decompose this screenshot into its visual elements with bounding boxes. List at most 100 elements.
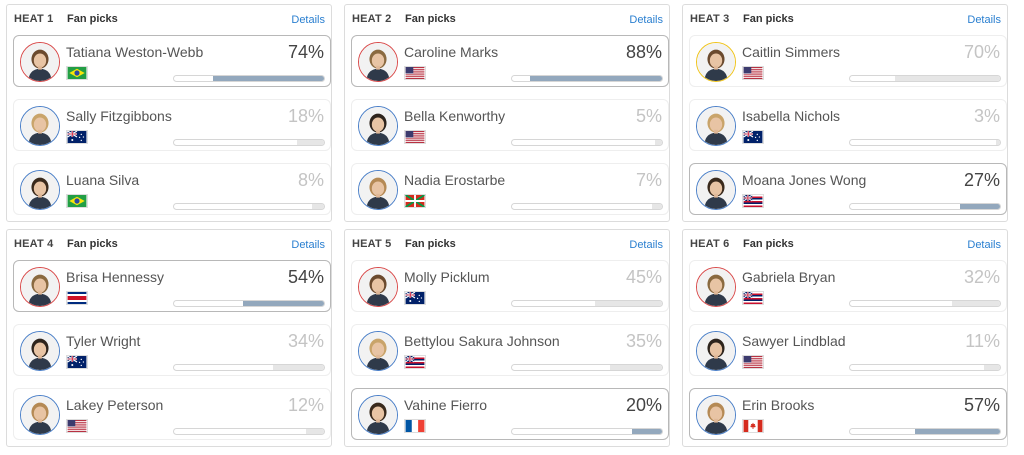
pick-progress-fill (297, 140, 324, 145)
pick-percentage: 57% (963, 395, 1000, 415)
surfer-avatar (20, 42, 60, 82)
details-link[interactable]: Details (967, 14, 1001, 26)
surfer-pick-option[interactable]: Sally Fitzgibbons 18% (13, 99, 331, 151)
pick-percentage: 12% (287, 395, 324, 415)
pick-progress-bar (849, 300, 1001, 307)
details-link[interactable]: Details (629, 14, 663, 26)
surfer-pick-option[interactable]: Gabriela Bryan 32% (689, 260, 1007, 312)
surfer-pick-option[interactable]: Brisa Hennessy 54% (13, 260, 331, 312)
pick-progress-bar (511, 139, 663, 146)
surfer-name: Vahine Fierro (404, 397, 488, 413)
surfer-pick-option[interactable]: Sawyer Lindblad 11% (689, 324, 1007, 376)
surfer-avatar (358, 106, 398, 146)
australia-flag-icon (66, 130, 88, 144)
france-flag-icon (404, 419, 426, 433)
surfer-pick-option[interactable]: Caitlin Simmers 70% (689, 35, 1007, 87)
hawaii-flag-icon (742, 291, 764, 305)
pick-percentage: 32% (963, 267, 1000, 287)
heat-card: HEAT 6 Fan picks Details Gabriela Bryan 32% S… (682, 229, 1008, 447)
surfer-avatar (696, 395, 736, 435)
pick-progress-bar (849, 139, 1001, 146)
surfer-pick-option[interactable]: Moana Jones Wong 27% (689, 163, 1007, 215)
surfer-avatar (20, 395, 60, 435)
surfer-pick-option[interactable]: Isabella Nichols 3% (689, 99, 1007, 151)
heat-card: HEAT 2 Fan picks Details Caroline Marks 88% B… (344, 4, 670, 222)
surfer-name: Moana Jones Wong (742, 172, 867, 188)
pick-progress-bar (849, 203, 1001, 210)
pick-progress-fill (594, 301, 662, 306)
pick-progress-fill (609, 365, 662, 370)
usa-flag-icon (742, 66, 764, 80)
surfer-name: Gabriela Bryan (742, 269, 836, 285)
surfer-name: Brisa Hennessy (66, 269, 165, 285)
pick-progress-bar (173, 364, 325, 371)
pick-progress-bar (173, 75, 325, 82)
pick-progress-fill (952, 301, 1000, 306)
pick-percentage: 11% (965, 331, 1000, 351)
pick-percentage: 3% (973, 106, 1000, 126)
surfer-pick-option[interactable]: Luana Silva 8% (13, 163, 331, 215)
pick-percentage: 20% (625, 395, 662, 415)
pick-percentage: 34% (287, 331, 324, 351)
heat-card: HEAT 5 Fan picks Details Molly Picklum 45% Be… (344, 229, 670, 447)
heats-grid: HEAT 1 Fan picks Details Tatiana Weston-Web… (6, 4, 1016, 448)
surfer-avatar (696, 42, 736, 82)
heat-header: HEAT 1 Fan picks Details (14, 13, 325, 29)
surfer-pick-option[interactable]: Erin Brooks 57% (689, 388, 1007, 440)
heat-card: HEAT 1 Fan picks Details Tatiana Weston-Web… (6, 4, 332, 222)
surfer-name: Lakey Peterson (66, 397, 164, 413)
pick-progress-fill (995, 140, 1000, 145)
heat-header: HEAT 4 Fan picks Details (14, 238, 325, 254)
hawaii-flag-icon (742, 194, 764, 208)
pick-progress-bar (511, 75, 663, 82)
surfer-name: Tatiana Weston-Webb (66, 44, 204, 60)
details-link[interactable]: Details (291, 14, 325, 26)
surfer-name: Molly Picklum (404, 269, 490, 285)
fan-picks-label: Fan picks (743, 13, 794, 25)
heat-label: HEAT 5 (352, 238, 392, 250)
pick-percentage: 18% (287, 106, 324, 126)
surfer-pick-option[interactable]: Tatiana Weston-Webb 74% (13, 35, 331, 87)
surfer-pick-option[interactable]: Caroline Marks 88% (351, 35, 669, 87)
pick-progress-bar (511, 300, 663, 307)
surfer-name: Isabella Nichols (742, 108, 841, 124)
details-link[interactable]: Details (967, 239, 1001, 251)
heat-label: HEAT 6 (690, 238, 730, 250)
usa-flag-icon (404, 130, 426, 144)
heat-label: HEAT 3 (690, 13, 730, 25)
details-link[interactable]: Details (291, 239, 325, 251)
surfer-pick-option[interactable]: Lakey Peterson 12% (13, 388, 331, 440)
pick-percentage: 45% (625, 267, 662, 287)
surfer-avatar (20, 267, 60, 307)
heat-card: HEAT 4 Fan picks Details Brisa Hennessy 54% T… (6, 229, 332, 447)
costa-rica-flag-icon (66, 291, 88, 305)
pick-progress-fill (651, 204, 662, 209)
surfer-name: Bella Kenworthy (404, 108, 506, 124)
pick-percentage: 27% (963, 170, 1000, 190)
surfer-pick-option[interactable]: Molly Picklum 45% (351, 260, 669, 312)
pick-progress-bar (849, 364, 1001, 371)
surfer-name: Sawyer Lindblad (742, 333, 846, 349)
pick-percentage: 35% (625, 331, 662, 351)
pick-progress-bar (511, 203, 663, 210)
pick-percentage: 70% (963, 42, 1000, 62)
surfer-pick-option[interactable]: Nadia Erostarbe 7% (351, 163, 669, 215)
usa-flag-icon (66, 419, 88, 433)
pick-progress-fill (654, 140, 662, 145)
surfer-avatar (358, 170, 398, 210)
fan-picks-label: Fan picks (405, 238, 456, 250)
pick-progress-fill (895, 76, 1000, 81)
details-link[interactable]: Details (629, 239, 663, 251)
surfer-pick-option[interactable]: Vahine Fierro 20% (351, 388, 669, 440)
surfer-name: Caroline Marks (404, 44, 499, 60)
pick-progress-bar (173, 203, 325, 210)
surfer-pick-option[interactable]: Tyler Wright 34% (13, 324, 331, 376)
surfer-pick-option[interactable]: Bella Kenworthy 5% (351, 99, 669, 151)
pick-percentage: 74% (287, 42, 324, 62)
surfer-pick-option[interactable]: Bettylou Sakura Johnson 35% (351, 324, 669, 376)
pick-progress-fill (213, 76, 324, 81)
surfer-avatar (358, 267, 398, 307)
surfer-avatar (696, 106, 736, 146)
surfer-name: Erin Brooks (742, 397, 815, 413)
surfer-avatar (696, 331, 736, 371)
